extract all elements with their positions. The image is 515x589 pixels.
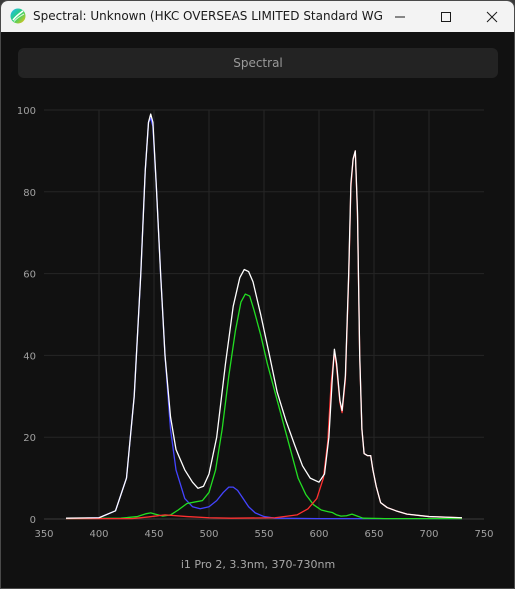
chart-series [65,113,463,520]
app-logo-icon [10,8,26,24]
y-tick-label-40: 40 [23,351,36,362]
y-tick-label-100: 100 [17,106,36,117]
close-icon [486,11,498,22]
x-tick-label-600: 600 [309,529,328,540]
y-tick-label-20: 20 [23,433,36,444]
maximize-icon [441,11,451,22]
chart-tick-labels: 350 400 450 500 550 600 650 700 750 0 20 40 60 80 100 [17,106,494,540]
maximize-button[interactable] [423,1,469,32]
x-tick-label-550: 550 [254,529,273,540]
minimize-button[interactable] [377,1,423,32]
y-tick-label-0: 0 [30,515,36,526]
x-tick-label-500: 500 [199,529,218,540]
x-tick-label-350: 350 [34,529,53,540]
spectral-chart: 350 400 450 500 550 600 650 700 750020406080100 … [17,106,494,571]
close-button[interactable] [469,1,514,32]
spectral-button[interactable]: Spectral [18,48,498,78]
window-title: Spectral: Unknown (HKC OVERSEAS LIMITED … [33,9,383,23]
x-tick-label-400: 400 [89,529,108,540]
x-tick-label-700: 700 [419,529,438,540]
content-area: Spectral 350 400 450 500 550 600 650 700 750 0 20 4… [1,32,514,588]
title-bar[interactable]: Spectral: Unknown (HKC OVERSEAS LIMITED … [1,1,514,32]
minimize-icon [395,16,405,17]
series-line-0 [65,113,463,519]
x-tick-label-450: 450 [144,529,163,540]
y-tick-label-80: 80 [23,188,36,199]
chart-grid [44,109,484,520]
y-tick-label-60: 60 [23,270,36,281]
x-tick-label-750: 750 [474,529,493,540]
x-tick-label-650: 650 [364,529,383,540]
chart-caption: i1 Pro 2, 3.3nm, 370-730nm [181,558,335,571]
